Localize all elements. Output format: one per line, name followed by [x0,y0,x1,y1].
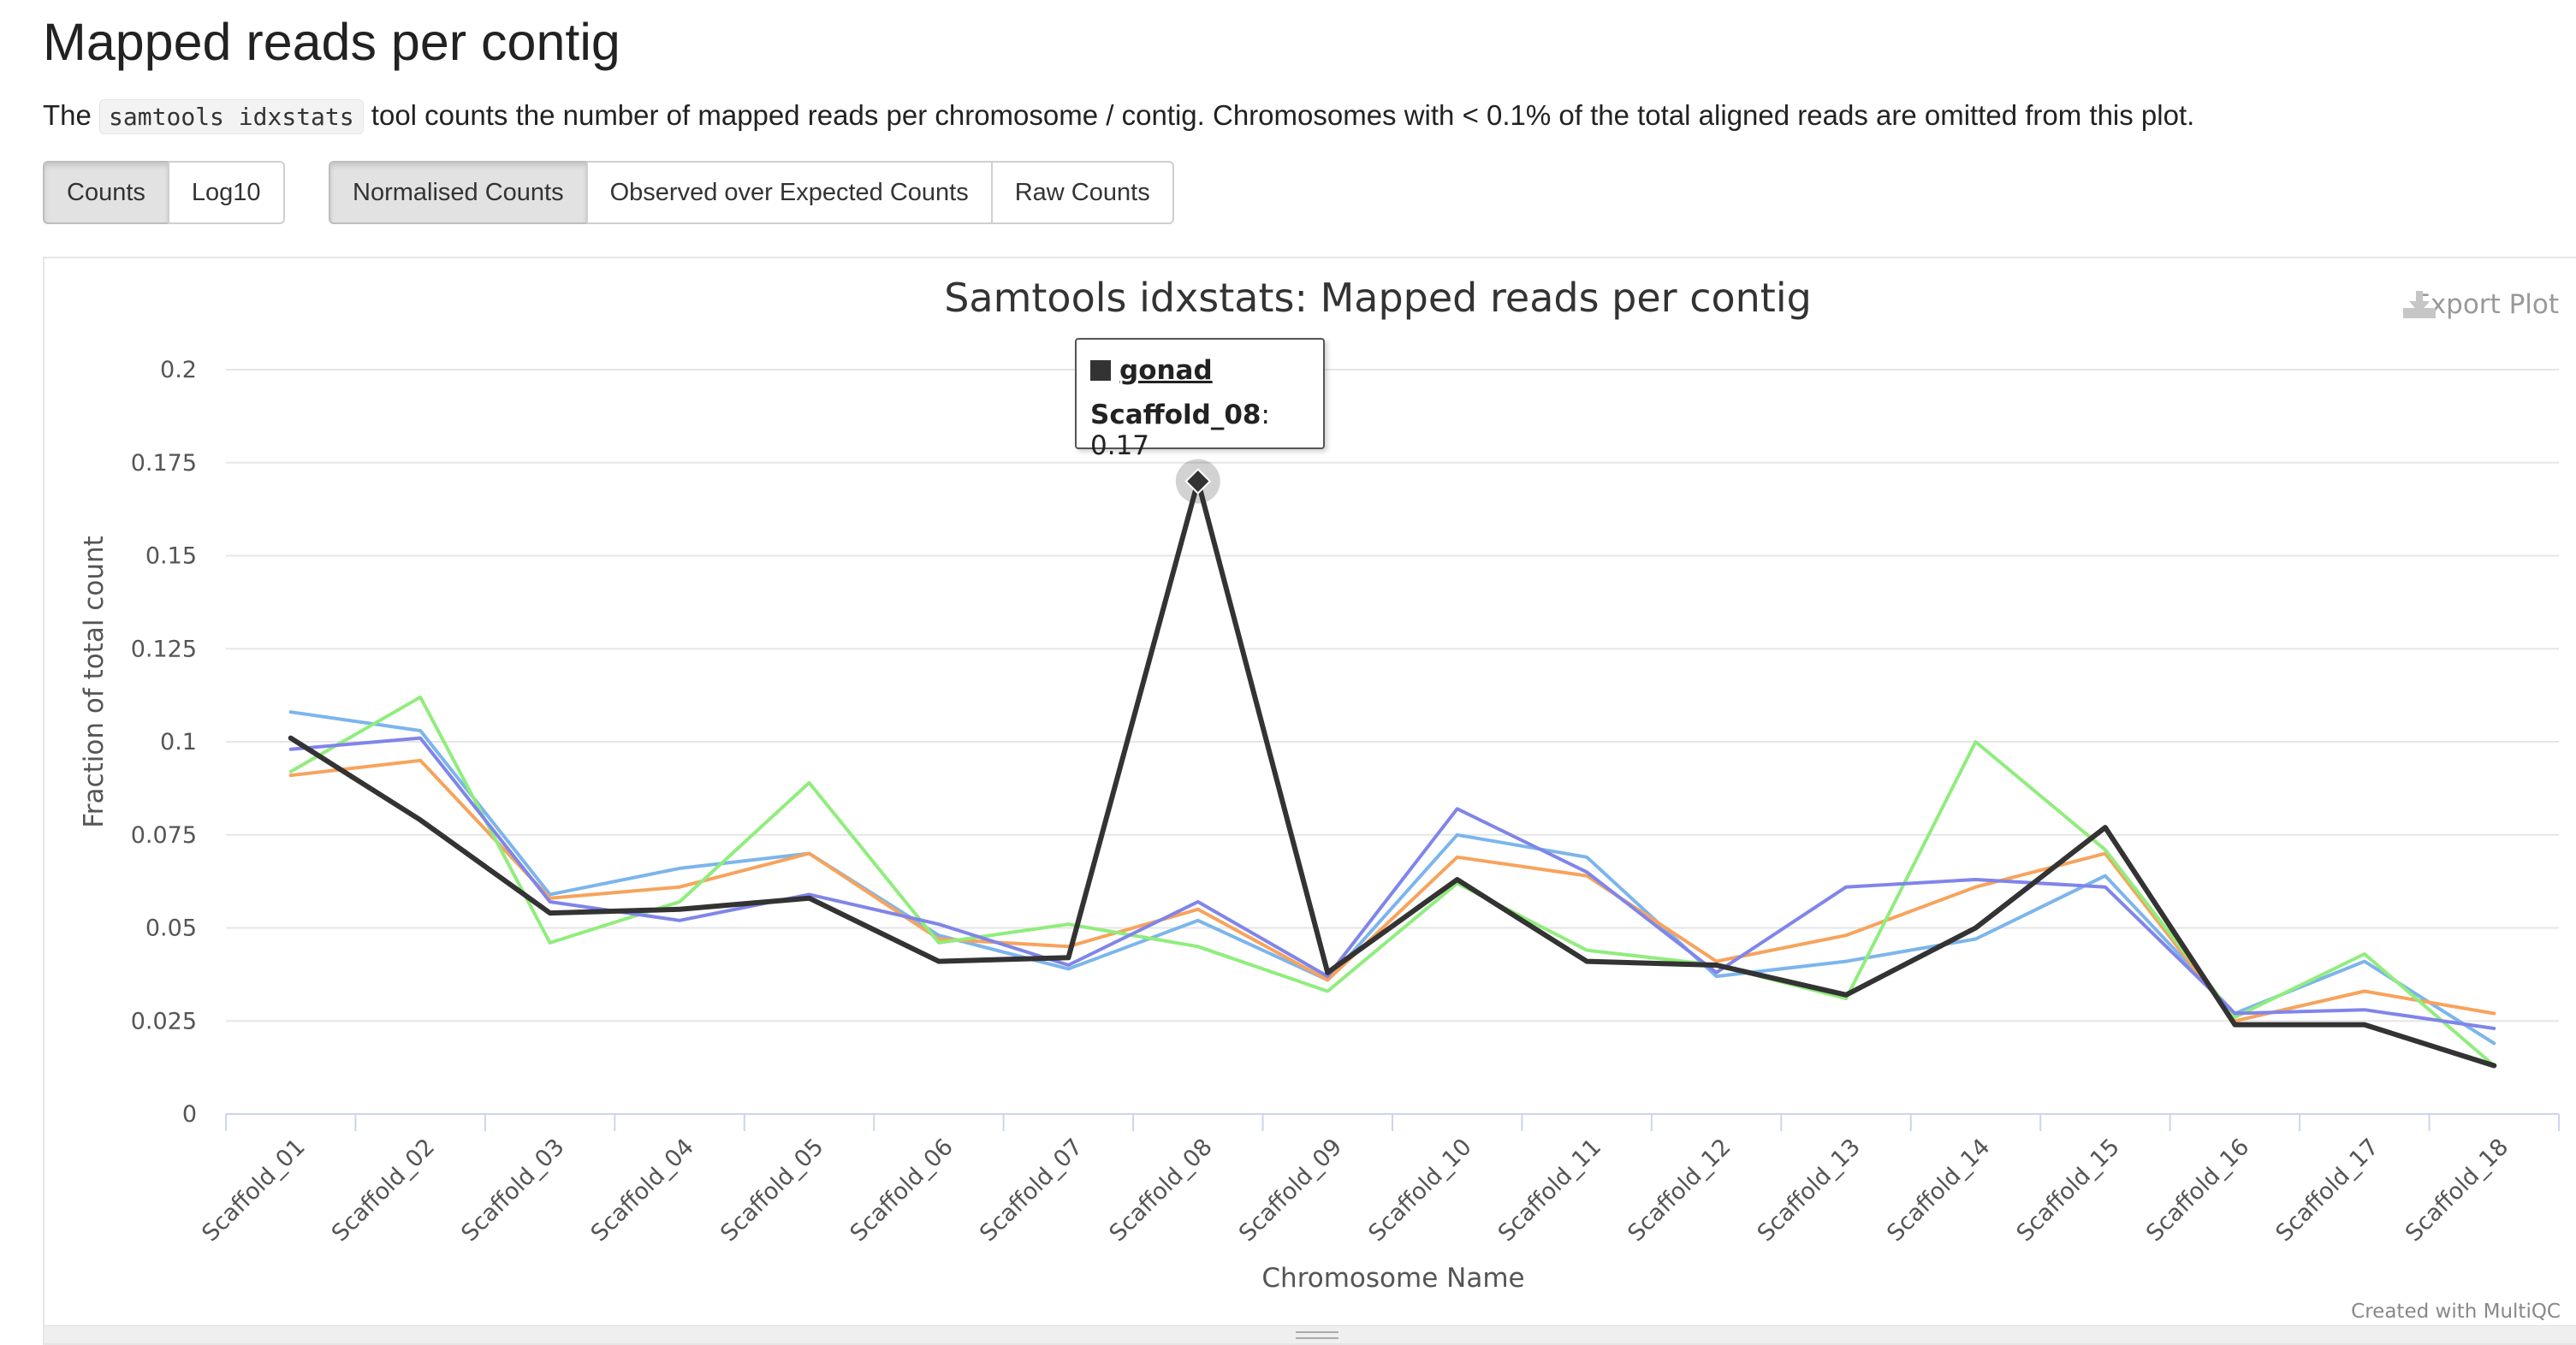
export-plot-button[interactable]: Export Plot [2401,289,2559,320]
y-tick-label: 0.1 [160,729,197,755]
normalised-counts-button[interactable]: Normalised Counts [329,161,588,224]
plot-resize-bar[interactable] [45,1325,2576,1343]
series-line [288,710,2496,1046]
multiqc-credit: Created with MultiQC [2351,1301,2561,1323]
x-tick-label: Scaffold_05 [715,1134,828,1247]
data-toggle-group: Normalised Counts Observed over Expected… [329,161,1174,224]
intro-text: The samtools idxstats tool counts the nu… [43,99,2195,134]
export-plot-label: Export Plot [2413,289,2559,320]
x-tick-label: Scaffold_14 [1882,1134,1995,1247]
series-line [288,736,2496,1030]
series-line [288,478,2497,1069]
tool-name-code: samtools idxstats [99,99,364,134]
y-tick-label: 0.025 [131,1008,197,1034]
y-tick-label: 0.2 [160,357,197,383]
series-swatch [1090,360,1111,381]
y-tick-label: 0 [182,1101,197,1128]
tooltip-header: gonad [1090,355,1309,386]
series-line [288,758,2496,1023]
y-tick-label: 0.175 [131,450,197,477]
x-tick-label: Scaffold_17 [2270,1134,2383,1247]
x-tick-label: Scaffold_10 [1363,1134,1476,1247]
y-tick-label: 0.15 [145,543,197,570]
intro-text-after: tool counts the number of mapped reads p… [363,99,2195,131]
resize-handle-icon [1296,1331,1338,1339]
tooltip-separator: : [1261,400,1270,430]
data-tooltip: gonad Scaffold_08: 0.17 [1075,338,1325,461]
x-tick-label: Scaffold_11 [1493,1134,1606,1247]
tooltip-value-row: Scaffold_08: 0.17 [1090,400,1309,461]
y-tick-label: 0.125 [131,636,197,662]
page-title: Mapped reads per contig [43,13,620,71]
series-lines [288,478,2497,1069]
tooltip-value: 0.17 [1090,430,1150,461]
x-tick-label: Scaffold_06 [846,1134,959,1247]
tooltip-category: Scaffold_08 [1090,400,1261,430]
scale-toggle-group: Counts Log10 [43,161,285,224]
log10-button[interactable]: Log10 [167,161,285,224]
line-chart[interactable]: Samtools idxstats: Mapped reads per cont… [45,258,2576,1328]
intro-text-before: The [43,99,100,131]
plot-panel: Samtools idxstats: Mapped reads per cont… [43,257,2576,1345]
x-axis-title: Chromosome Name [1261,1263,1524,1294]
x-tick-label: Scaffold_04 [586,1134,699,1247]
y-axis-title: Fraction of total count [79,536,110,828]
tooltip-sample-name: gonad [1119,355,1213,386]
hover-point [1184,468,1212,495]
raw-counts-button[interactable]: Raw Counts [990,161,1174,224]
observed-over-expected-button[interactable]: Observed over Expected Counts [585,161,993,224]
x-tick-label: Scaffold_08 [1104,1134,1217,1247]
y-axis-ticks: 0 0.025 0.05 0.075 0.1 0.125 0.15 0.175 0.2 [131,357,197,1128]
x-tick-label: Scaffold_09 [1234,1134,1347,1247]
x-tick-label: Scaffold_01 [197,1134,310,1247]
x-tick-label: Scaffold_16 [2141,1134,2254,1247]
x-tick-label: Scaffold_18 [2401,1134,2514,1247]
x-tick-label: Scaffold_02 [327,1134,440,1247]
hover-marker [1175,459,1220,504]
y-tick-label: 0.075 [131,822,197,849]
y-tick-label: 0.05 [145,915,197,942]
chart-title: Samtools idxstats: Mapped reads per cont… [944,275,1812,321]
x-axis: Scaffold_01 Scaffold_02 Scaffold_03 Scaffol… [197,1113,2560,1247]
x-tick-label: Scaffold_13 [1753,1134,1866,1247]
x-tick-label: Scaffold_15 [2012,1134,2125,1247]
x-tick-label: Scaffold_07 [975,1134,1088,1247]
counts-button[interactable]: Counts [43,161,169,224]
x-tick-label: Scaffold_03 [456,1134,569,1247]
x-tick-label: Scaffold_12 [1623,1134,1736,1247]
